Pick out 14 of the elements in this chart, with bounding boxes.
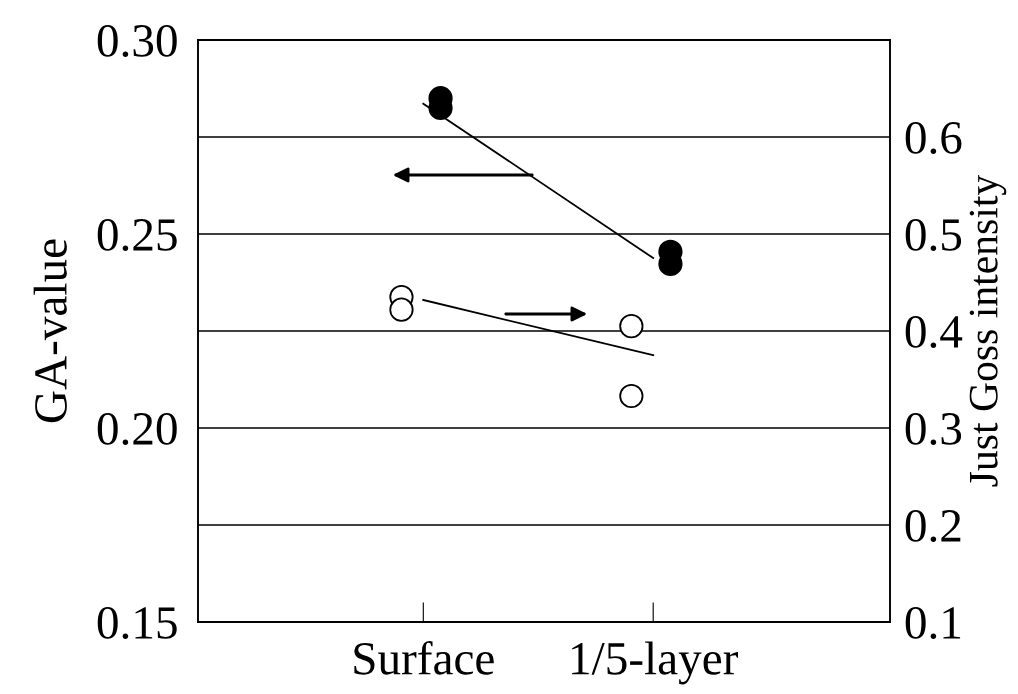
y-tick-label: 0.25 (97, 218, 177, 252)
y-axis-title: GA-value (33, 239, 67, 423)
y-tick-label: 0.30 (97, 24, 177, 58)
y-tick-label: 0.20 (97, 412, 177, 446)
y2-tick-label: 0.3 (905, 412, 962, 446)
y2-tick-label: 0.5 (905, 218, 962, 252)
x-tick-label: 1/5-layer (572, 641, 739, 685)
y-tick-label: 0.15 (97, 606, 177, 640)
y2-tick-label: 0.1 (905, 606, 961, 640)
y2-axis-title: Just Goss intensity (969, 174, 1007, 487)
y2-tick-label: 0.2 (905, 509, 961, 543)
y2-tick-label: 0.4 (905, 315, 963, 349)
y2-tick-label: 0.6 (905, 121, 962, 155)
x-tick-label: Surface (354, 640, 494, 675)
